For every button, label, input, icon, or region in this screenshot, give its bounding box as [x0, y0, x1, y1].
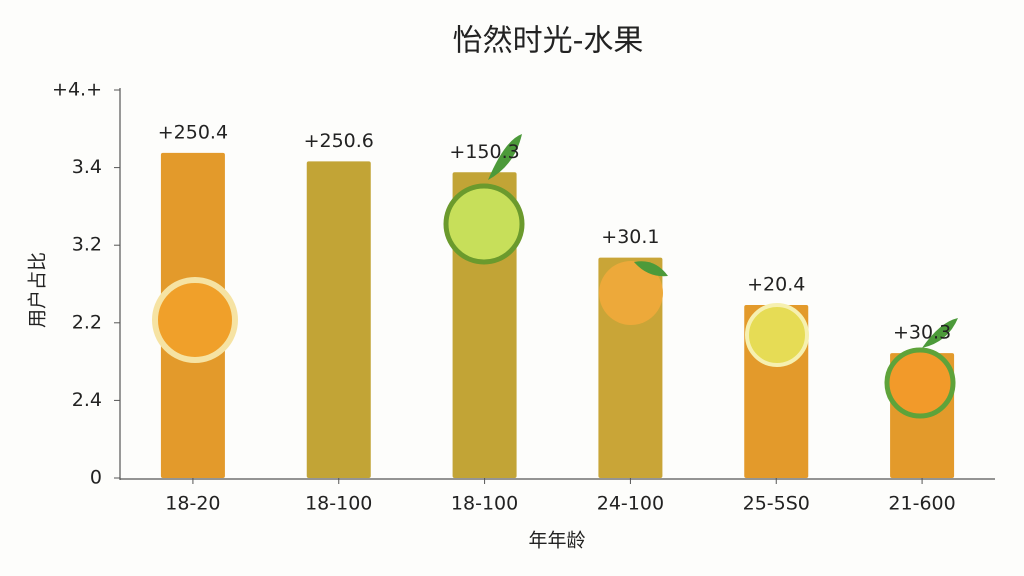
leaf	[488, 134, 522, 180]
labels: +250.4 +250.6 +150.3 +30.1 +20.4 +30.3	[158, 121, 951, 343]
orange-slice	[884, 347, 956, 419]
lemon-slice	[745, 303, 809, 367]
bars	[160, 152, 955, 479]
leaf	[922, 318, 958, 348]
y-tick-label: 2.2	[72, 311, 102, 333]
annotation: +250.6	[304, 130, 374, 152]
leaf	[634, 261, 668, 277]
x-tick-label: 24-100	[597, 493, 664, 515]
bar	[306, 161, 371, 478]
annotation: +250.4	[158, 121, 228, 143]
annotation: +20.4	[747, 273, 805, 295]
x-axis-label: 年年龄	[528, 530, 585, 552]
y-tick-label: 3.2	[72, 234, 102, 256]
fruit-decorations	[152, 134, 958, 419]
lime-slice	[443, 183, 525, 265]
y-tick-label: 2.4	[72, 389, 102, 411]
y-tick-label: 3.4	[72, 156, 102, 178]
x-tick-label: 18-100	[451, 493, 518, 515]
x-tick-label: 21-600	[888, 493, 955, 515]
y-tick-label: +4.+	[52, 79, 102, 101]
x-tick-label: 25-5S0	[743, 493, 810, 515]
annotation: +150.3	[449, 141, 519, 163]
x-tick-label: 18-100	[305, 493, 372, 515]
orange-slice	[152, 277, 238, 363]
y-axis-label: 用户占比	[27, 252, 49, 328]
orange	[599, 261, 663, 325]
y-tick-label: 0	[90, 467, 102, 489]
chart-title: 怡然时光-水果	[453, 24, 644, 59]
annotation: +30.3	[893, 322, 951, 344]
x-tick-label: 18-20	[165, 493, 220, 515]
annotation: +30.1	[601, 226, 659, 248]
